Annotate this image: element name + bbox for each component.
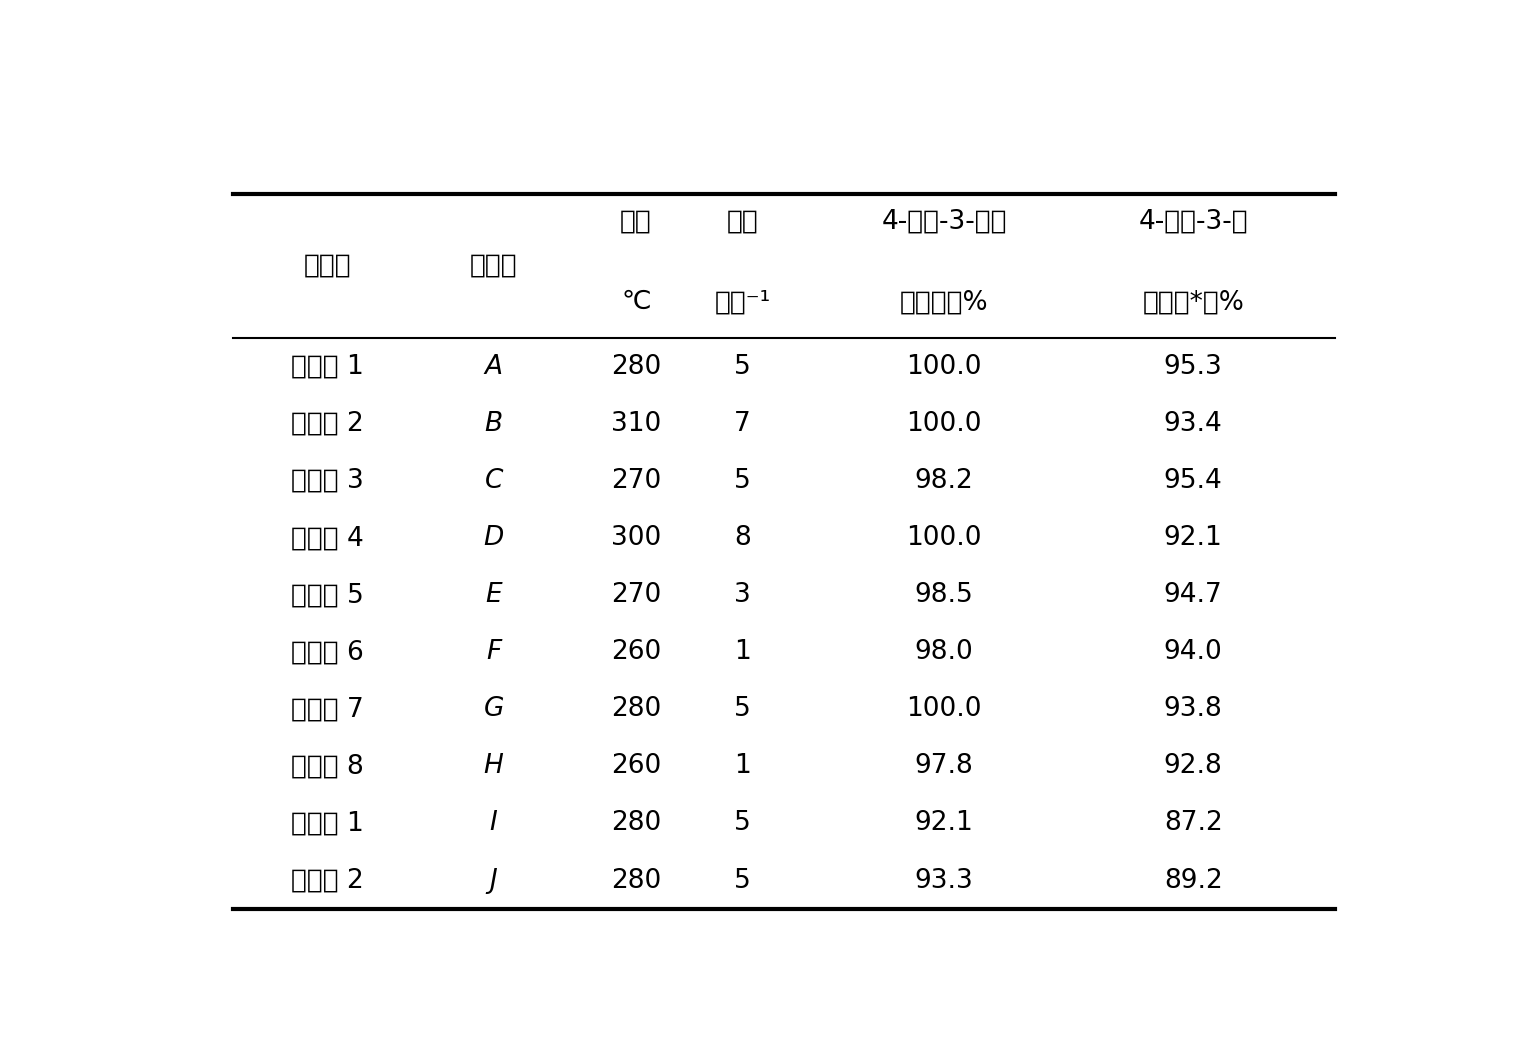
Text: 8: 8 [734, 525, 751, 551]
Text: 100.0: 100.0 [906, 354, 982, 380]
Text: 5: 5 [734, 810, 751, 836]
Text: 280: 280 [610, 696, 661, 722]
Text: 7: 7 [734, 411, 751, 437]
Text: 转化率，%: 转化率，% [900, 289, 988, 315]
Text: 实施例 3: 实施例 3 [291, 468, 364, 494]
Text: 280: 280 [610, 354, 661, 380]
Text: 实施例 6: 实施例 6 [291, 639, 364, 665]
Text: 98.2: 98.2 [915, 468, 973, 494]
Text: 100.0: 100.0 [906, 696, 982, 722]
Text: 98.5: 98.5 [915, 583, 973, 609]
Text: 实施例 7: 实施例 7 [291, 696, 364, 722]
Text: B: B [485, 411, 503, 437]
Text: ℃: ℃ [621, 289, 650, 315]
Text: 98.0: 98.0 [915, 639, 973, 665]
Text: 95.4: 95.4 [1164, 468, 1222, 494]
Text: 1: 1 [734, 639, 751, 665]
Text: 温度: 温度 [620, 209, 652, 235]
Text: 93.4: 93.4 [1164, 411, 1222, 437]
Text: 100.0: 100.0 [906, 525, 982, 551]
Text: 270: 270 [610, 583, 661, 609]
Text: 5: 5 [734, 868, 751, 894]
Text: 3: 3 [734, 583, 751, 609]
Text: 92.1: 92.1 [1164, 525, 1222, 551]
Text: 实施例 8: 实施例 8 [291, 754, 364, 780]
Text: G: G [483, 696, 503, 722]
Text: 实施例 4: 实施例 4 [291, 525, 364, 551]
Text: 260: 260 [610, 754, 661, 780]
Text: 1: 1 [734, 754, 751, 780]
Text: 94.0: 94.0 [1164, 639, 1222, 665]
Text: 5: 5 [734, 468, 751, 494]
Text: 97.8: 97.8 [915, 754, 973, 780]
Text: 5: 5 [734, 354, 751, 380]
Text: 300: 300 [610, 525, 661, 551]
Text: 310: 310 [610, 411, 661, 437]
Text: 实施例 1: 实施例 1 [291, 354, 364, 380]
Text: 260: 260 [610, 639, 661, 665]
Text: J: J [490, 868, 497, 894]
Text: 实施例 2: 实施例 2 [291, 411, 364, 437]
Text: 实施例 5: 实施例 5 [291, 583, 364, 609]
Text: D: D [483, 525, 503, 551]
Text: 4-己烯-3-酮: 4-己烯-3-酮 [1138, 209, 1248, 235]
Text: F: F [487, 639, 502, 665]
Text: A: A [485, 354, 503, 380]
Text: 92.8: 92.8 [1164, 754, 1222, 780]
Text: 4-羟基-3-己酮: 4-羟基-3-己酮 [881, 209, 1007, 235]
Text: 92.1: 92.1 [915, 810, 973, 836]
Text: 280: 280 [610, 868, 661, 894]
Text: 选择性*，%: 选择性*，% [1143, 289, 1244, 315]
Text: C: C [485, 468, 503, 494]
Text: 小时⁻¹: 小时⁻¹ [715, 289, 771, 315]
Text: E: E [485, 583, 502, 609]
Text: 280: 280 [610, 810, 661, 836]
Text: H: H [483, 754, 503, 780]
Text: 对比例 1: 对比例 1 [291, 810, 364, 836]
Text: 270: 270 [610, 468, 661, 494]
Text: 催化剂: 催化剂 [470, 253, 517, 279]
Text: 100.0: 100.0 [906, 411, 982, 437]
Text: 89.2: 89.2 [1164, 868, 1222, 894]
Text: I: I [490, 810, 497, 836]
Text: 95.3: 95.3 [1164, 354, 1222, 380]
Text: 93.8: 93.8 [1164, 696, 1222, 722]
Text: 实施例: 实施例 [304, 253, 352, 279]
Text: 87.2: 87.2 [1164, 810, 1222, 836]
Text: 空速: 空速 [727, 209, 759, 235]
Text: 5: 5 [734, 696, 751, 722]
Text: 对比例 2: 对比例 2 [291, 868, 364, 894]
Text: 93.3: 93.3 [915, 868, 973, 894]
Text: 94.7: 94.7 [1164, 583, 1222, 609]
